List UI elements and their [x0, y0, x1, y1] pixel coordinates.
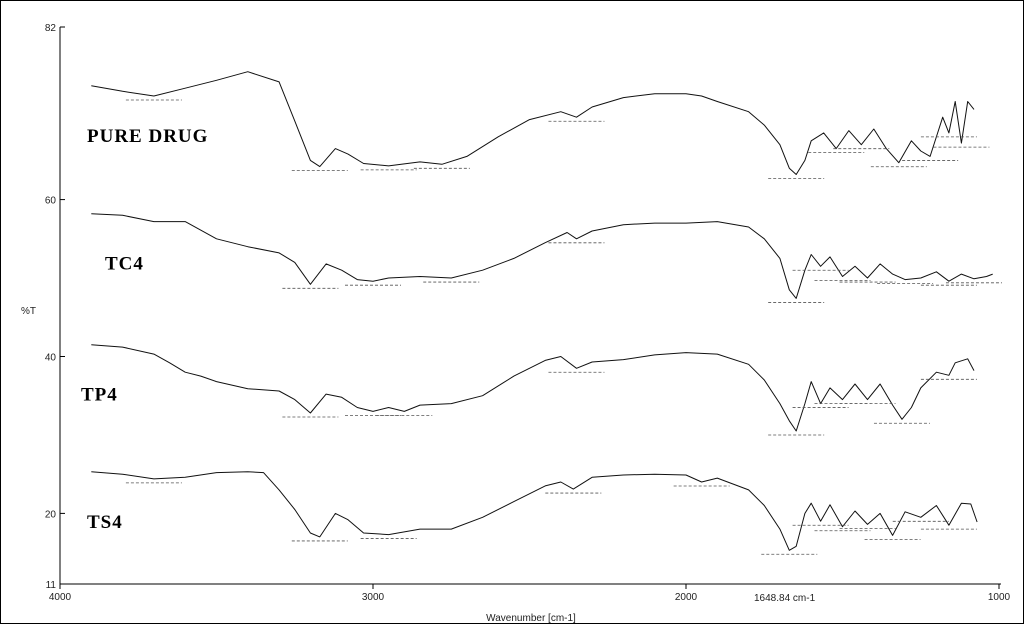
series-line-3: [91, 471, 978, 551]
series-line-2: [91, 344, 975, 432]
x-tick-label: 3000: [362, 592, 385, 603]
y-tick-label: 60: [45, 196, 57, 207]
x-tick-label: 2000: [675, 592, 698, 603]
x-tick-label: 1000: [988, 592, 1011, 603]
series-label-3: TS4: [87, 512, 123, 533]
series-line-1: [91, 213, 993, 299]
y-axis-title: %T: [21, 306, 36, 317]
series-label-2: TP4: [81, 385, 118, 406]
x-axis-title: Wavenumber [cm-1]: [486, 613, 576, 623]
series-label-0: PURE DRUG: [87, 126, 208, 147]
y-tick-label: 11: [46, 580, 57, 591]
series-line-0: [91, 71, 975, 175]
y-tick-label: 82: [45, 23, 57, 34]
y-tick-label: 40: [45, 352, 57, 363]
series-label-1: TC4: [105, 254, 144, 275]
y-tick-label: 20: [45, 509, 57, 520]
x-tick-label: 4000: [49, 592, 72, 603]
peak-annotation: 1648.84 cm-1: [754, 593, 816, 604]
